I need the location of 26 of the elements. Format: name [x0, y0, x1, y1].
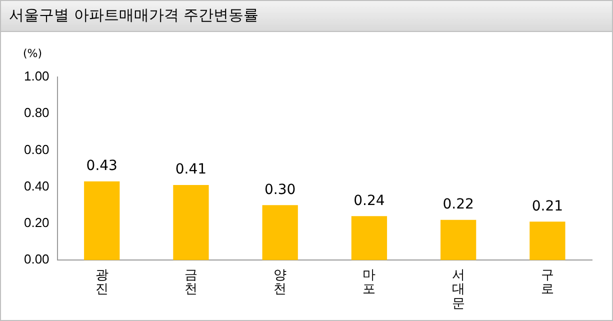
x-tick-label: 서대문	[452, 266, 465, 310]
x-tick-label: 금천	[184, 266, 198, 296]
bar	[173, 185, 209, 260]
data-label: 0.43	[86, 158, 118, 174]
bar	[84, 181, 120, 260]
data-label: 0.30	[264, 182, 296, 198]
y-axis-title: (%)	[23, 47, 42, 60]
y-tick-label: 0.20	[24, 215, 50, 230]
chart-title: 서울구별 아파트매매가격 주간변동률	[9, 6, 259, 25]
x-tick-label: 광진	[95, 266, 108, 296]
y-tick-label: 0.80	[24, 105, 50, 120]
bar	[351, 216, 388, 260]
bar	[530, 222, 566, 260]
bar	[262, 205, 298, 260]
x-tick-label: 양천	[274, 266, 287, 296]
y-tick-label: 1.00	[24, 68, 50, 84]
data-label: 0.22	[442, 196, 474, 212]
y-tick-label: 0.00	[24, 252, 50, 267]
y-tick-label: 0.40	[24, 178, 50, 194]
data-label: 0.24	[354, 192, 385, 209]
x-tick-label: 구로	[540, 266, 554, 296]
data-label: 0.21	[532, 198, 564, 214]
x-tick-label: 마포	[362, 266, 376, 296]
data-label: 0.41	[175, 162, 207, 178]
y-tick-label: 0.60	[24, 142, 50, 157]
bar	[440, 220, 476, 260]
